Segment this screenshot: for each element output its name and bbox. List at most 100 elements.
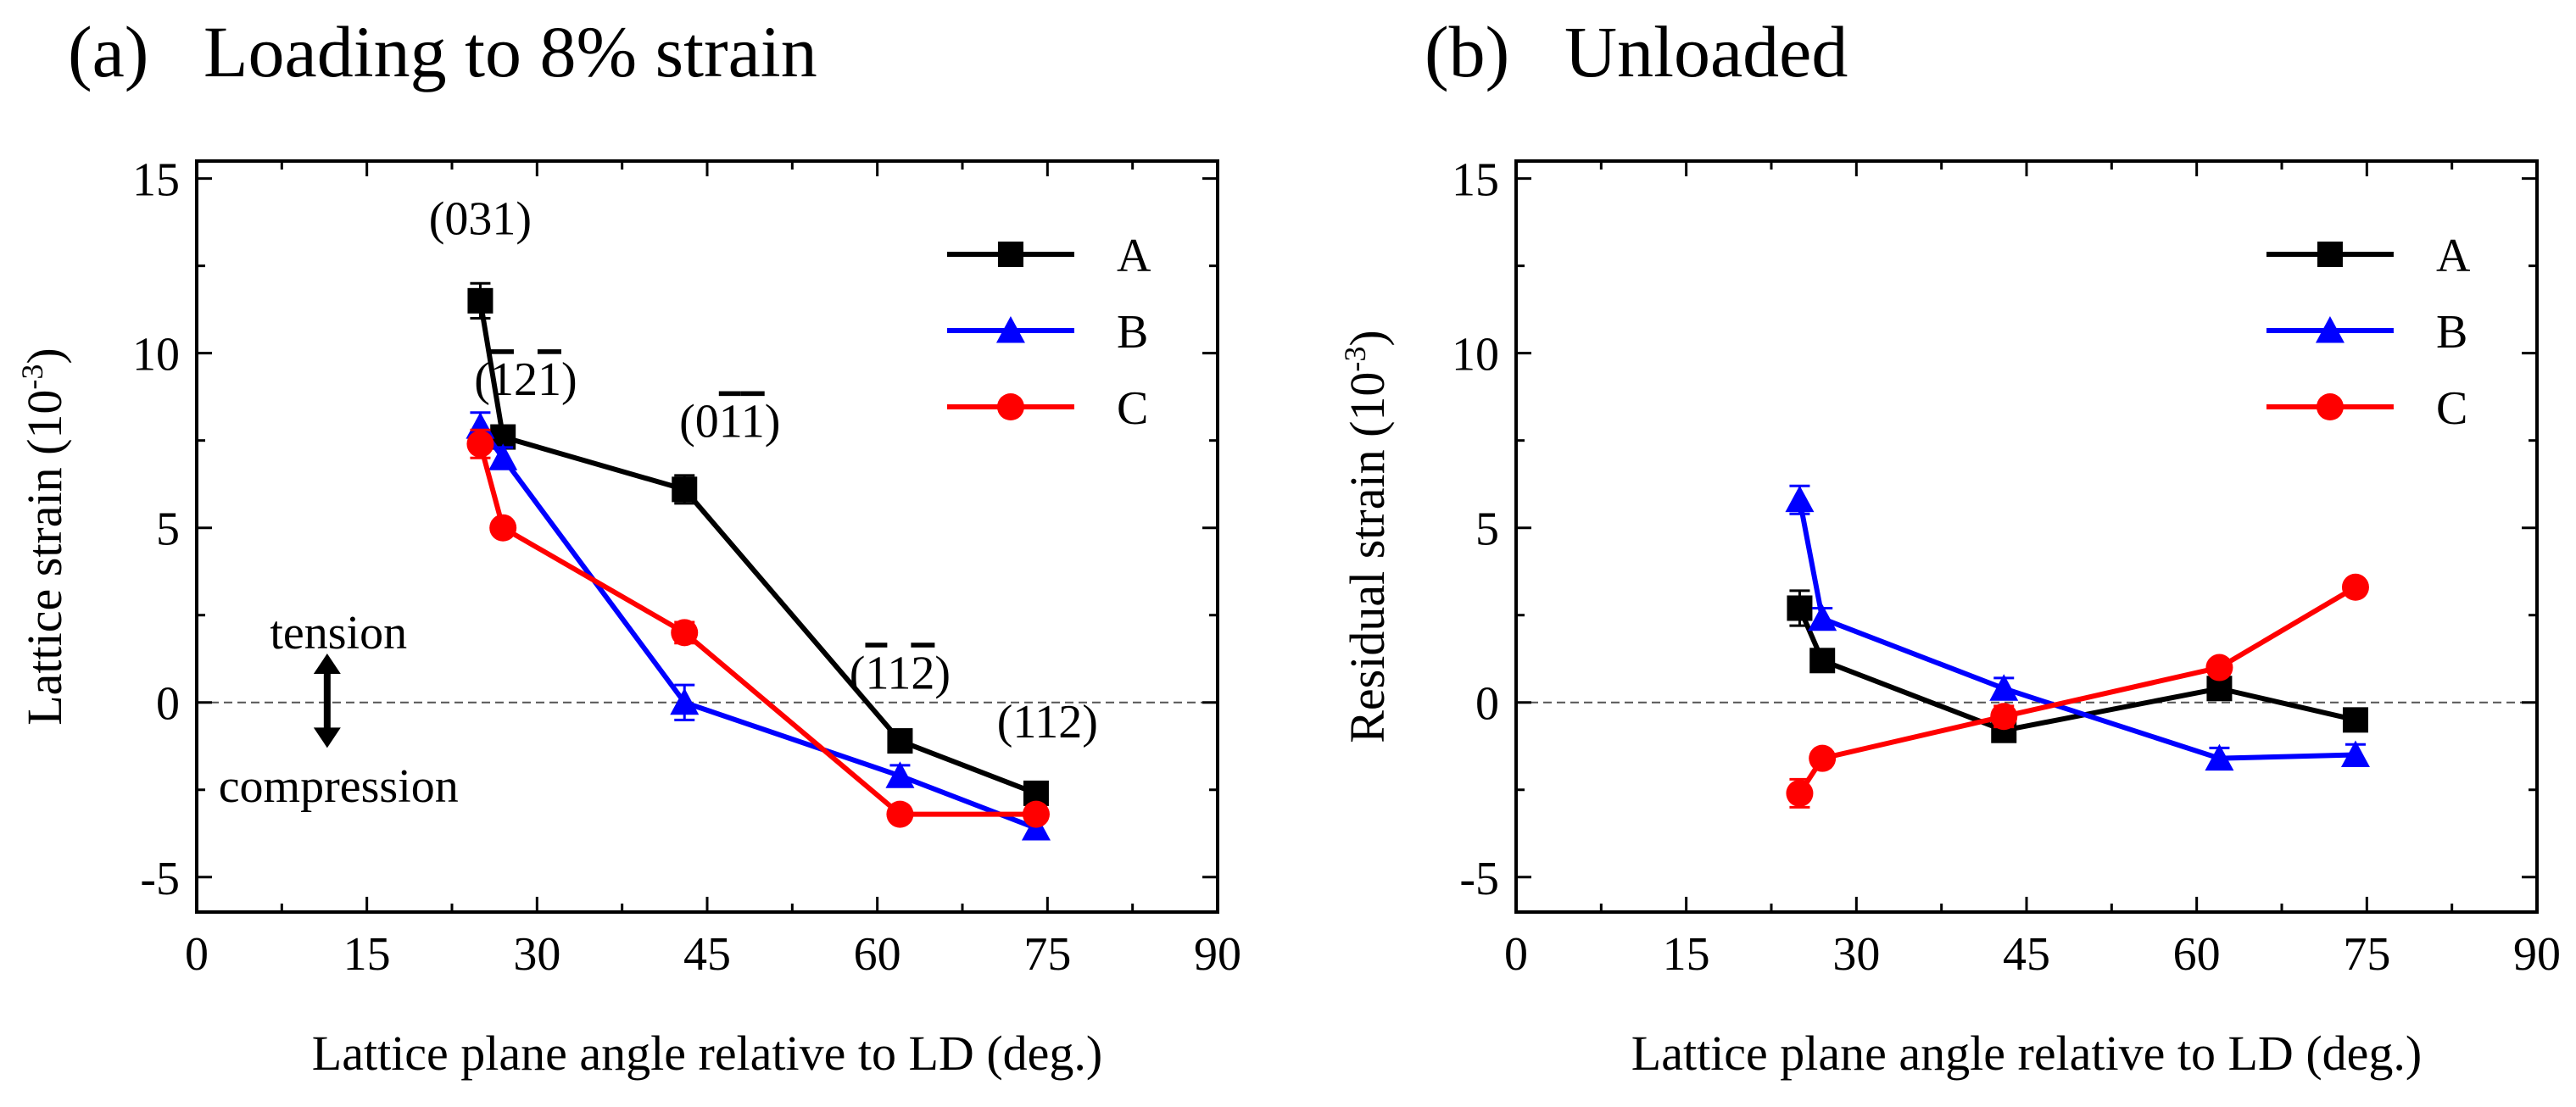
- data-point-B: [885, 761, 915, 788]
- series-C: [1786, 573, 2369, 809]
- legend-label: C: [2436, 382, 2467, 435]
- plot-frame: [1514, 159, 2539, 914]
- legend-label: A: [1117, 230, 1151, 282]
- y-axis-label: Residual strain (10-3): [1338, 330, 1395, 743]
- legend-marker: [996, 393, 1024, 420]
- y-tick-label: -5: [1459, 853, 1499, 905]
- x-tick-label: 90: [2513, 928, 2561, 981]
- data-point-B: [2340, 740, 2370, 768]
- y-axis-label: Lattice strain (10-3): [15, 348, 72, 726]
- tension-label: tension: [270, 607, 407, 659]
- data-point-B: [1989, 674, 2019, 701]
- legend-marker: [995, 316, 1025, 343]
- y-tick-label: 15: [1452, 154, 1499, 207]
- data-point-A: [467, 287, 493, 314]
- data-point-A: [887, 728, 913, 754]
- data-point-C: [1809, 744, 1837, 772]
- legend-entry-A: A: [2266, 230, 2471, 282]
- data-point-C: [1990, 703, 2018, 731]
- x-tick-label: 75: [1023, 928, 1071, 981]
- legend-entry-A: A: [946, 230, 1151, 282]
- data-point-B: [670, 687, 700, 715]
- tension-compression-arrow: [313, 654, 341, 748]
- data-point-A: [1787, 595, 1813, 621]
- series-B: [1785, 484, 2370, 771]
- legend-label: A: [2436, 230, 2471, 282]
- y-tick-label: 5: [1475, 503, 1499, 556]
- panel-label: (b): [1425, 11, 1509, 92]
- data-point-C: [886, 800, 914, 828]
- data-point-C: [466, 430, 494, 458]
- data-point-B: [1785, 485, 1815, 513]
- x-tick-label: 0: [1504, 928, 1528, 981]
- legend-entry-B: B: [2266, 306, 2467, 359]
- panel-label: (a): [68, 11, 148, 92]
- compression-label: compression: [219, 760, 459, 813]
- x-tick-label: 60: [2173, 928, 2221, 981]
- arrow-up-head: [313, 654, 341, 675]
- legend-label: B: [2436, 306, 2467, 359]
- x-axis-label: Lattice plane angle relative to LD (deg.…: [1631, 1026, 2422, 1081]
- x-tick-label: 30: [513, 928, 560, 981]
- x-tick-label: 75: [2343, 928, 2390, 981]
- series-B: [466, 411, 1051, 841]
- x-tick-label: 60: [854, 928, 901, 981]
- y-tick-label: 0: [156, 678, 180, 731]
- x-tick-label: 90: [1194, 928, 1241, 981]
- y-tick-label: 0: [1475, 678, 1499, 731]
- plot-frame: [195, 159, 1219, 914]
- data-point-B: [2205, 743, 2234, 771]
- y-tick-label: -5: [140, 853, 180, 905]
- data-point-C: [489, 514, 517, 542]
- legend-entry-C: C: [2266, 382, 2467, 435]
- legend-label: B: [1117, 306, 1148, 359]
- legend-entry-C: C: [946, 382, 1148, 435]
- plane-annotation: (031): [429, 193, 532, 246]
- legend-marker: [2315, 316, 2345, 343]
- plane-annotation: (121): [474, 353, 577, 406]
- y-tick-label: 10: [1452, 329, 1499, 381]
- data-point-B: [488, 443, 518, 470]
- y-tick-label: 15: [132, 154, 180, 207]
- x-axis-label: Lattice plane angle relative to LD (deg.…: [312, 1026, 1102, 1081]
- legend-label: C: [1117, 382, 1148, 435]
- x-tick-label: 30: [1832, 928, 1880, 981]
- series-C: [466, 428, 1050, 828]
- x-tick-label: 45: [683, 928, 731, 981]
- data-point-C: [1022, 800, 1050, 828]
- data-point-B: [1808, 604, 1837, 631]
- series-line-B: [478, 425, 1038, 831]
- series-A: [1787, 589, 2368, 743]
- data-point-C: [2205, 654, 2233, 681]
- plane-annotation: (112): [997, 696, 1098, 748]
- x-tick-label: 15: [1663, 928, 1710, 981]
- data-point-C: [1786, 779, 1814, 807]
- plot-area: [1785, 484, 2370, 809]
- data-point-B: [466, 412, 495, 439]
- plane-annotation: (112): [850, 647, 951, 699]
- data-point-A: [672, 476, 698, 503]
- chart-title: Unloaded: [1564, 11, 1848, 92]
- plane-annotation: (011): [679, 396, 780, 448]
- chart-title: Loading to 8% strain: [204, 11, 817, 92]
- legend-marker: [2317, 242, 2343, 267]
- x-tick-label: 45: [2003, 928, 2050, 981]
- data-point-A: [1809, 648, 1836, 674]
- series-line-B: [1797, 499, 2356, 761]
- plot-area: [466, 281, 1051, 841]
- y-tick-label: 5: [156, 503, 180, 556]
- x-tick-label: 0: [185, 928, 209, 981]
- x-tick-label: 15: [343, 928, 391, 981]
- legend-marker: [997, 242, 1023, 267]
- data-point-C: [2341, 573, 2369, 601]
- data-point-A: [2342, 707, 2368, 733]
- y-tick-label: 10: [132, 329, 180, 381]
- data-point-C: [671, 619, 699, 647]
- series-line-C: [1797, 585, 2357, 795]
- legend-entry-B: B: [946, 306, 1148, 359]
- legend-marker: [2316, 393, 2344, 420]
- arrow-down-head: [313, 727, 341, 748]
